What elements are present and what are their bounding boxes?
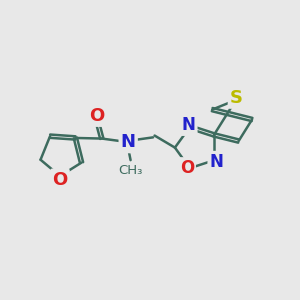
Text: N: N: [182, 116, 196, 134]
Text: CH₃: CH₃: [118, 164, 143, 177]
Text: O: O: [89, 107, 104, 125]
Text: N: N: [209, 153, 223, 171]
Text: N: N: [121, 133, 136, 151]
Text: O: O: [52, 171, 68, 189]
Text: S: S: [230, 89, 243, 107]
Text: O: O: [180, 159, 194, 177]
